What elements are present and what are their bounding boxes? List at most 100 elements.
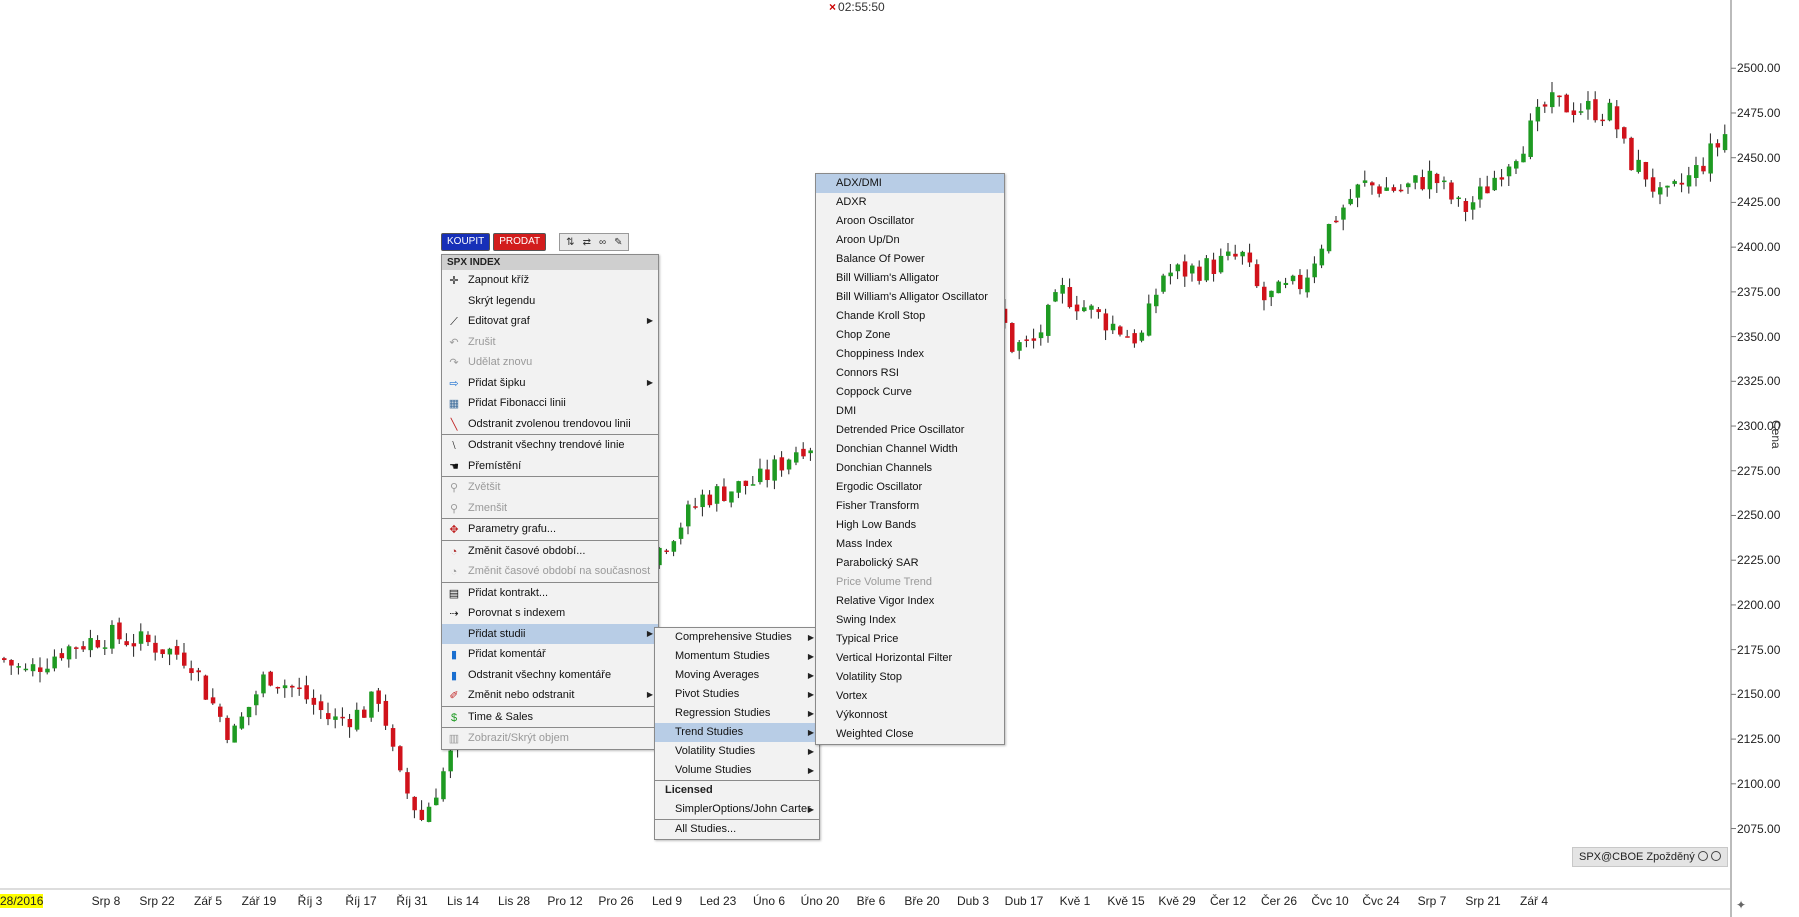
trend-item-vykonnost[interactable]: Výkonnost [816,706,1004,725]
ctx-item-zrusit[interactable]: ↶ Zrušit [442,332,658,353]
study-item-moving-averages[interactable]: Moving Averages ▶ [655,666,819,685]
trend-item-choppiness-index[interactable]: Choppiness Index [816,345,1004,364]
ctx-item-pridat-fibonacci-linii[interactable]: ▦ Přidat Fibonacci linii [442,393,658,414]
ctx-item-editovat-graf[interactable]: ⟋ Editovat graf ▶ [442,311,658,332]
ctx-item-zvetsit[interactable]: ⚲ Zvětšit [442,477,658,498]
trend-item-detrended-price-oscillator[interactable]: Detrended Price Oscillator [816,421,1004,440]
candle-body [1132,333,1137,344]
compare-icon: ⇢ [449,608,459,620]
link-icon[interactable]: ∞ [598,236,607,248]
ctx-item-odstranit-vsechny-trendove-linie[interactable]: ⧵ Odstranit všechny trendové linie [442,435,658,456]
trend-item-volatility-stop[interactable]: Volatility Stop [816,668,1004,687]
trend-item-bill-william-s-alligator[interactable]: Bill William's Alligator [816,269,1004,288]
menu-item-label: Weighted Close [836,728,914,740]
ctx-item-odstranit-zvolenou-trendovou-linii[interactable]: ╲ Odstranit zvolenou trendovou linii [442,414,658,435]
trend-item-aroon-oscillator[interactable]: Aroon Oscillator [816,212,1004,231]
ctx-item-pridat-kontrakt[interactable]: ▤ Přidat kontrakt... [442,583,658,604]
ctx-item-pridat-komentar[interactable]: ▮ Přidat komentář [442,644,658,665]
pen-icon[interactable]: ✎ [614,236,623,248]
trend-item-balance-of-power[interactable]: Balance Of Power [816,250,1004,269]
trend-item-vortex[interactable]: Vortex [816,687,1004,706]
trend-item-adxr[interactable]: ADXR [816,193,1004,212]
menu-item-label: Volatility Stop [836,671,903,683]
study-item-comprehensive-studies[interactable]: Comprehensive Studies ▶ [655,628,819,647]
trend-item-dmi[interactable]: DMI [816,402,1004,421]
ctx-item-zmensit[interactable]: ⚲ Zmenšit [442,498,658,519]
study-item-volume-studies[interactable]: Volume Studies ▶ [655,761,819,780]
candle-body [1110,323,1116,331]
ctx-item-pridat-sipku[interactable]: ⇨ Přidat šipku ▶ [442,373,658,394]
trend-item-price-volume-trend[interactable]: Price Volume Trend [816,573,1004,592]
candle-body [160,649,165,655]
candle-body [354,709,360,730]
ctx-item-parametry-grafu[interactable]: ✥ Parametry grafu... [442,519,658,540]
trend-item-typical-price[interactable]: Typical Price [816,630,1004,649]
trend-item-swing-index[interactable]: Swing Index [816,611,1004,630]
x-tick-label: Srp 22 [139,894,175,908]
axis-corner-icon[interactable]: ✦ [1736,898,1747,912]
ctx-item-pridat-studii[interactable]: Přidat studii ▶ [442,623,658,644]
candle-body [1506,166,1512,177]
ctx-item-zmenit-nebo-odstranit[interactable]: ✐ Změnit nebo odstranit ▶ [442,685,658,706]
settings-icon[interactable] [1710,851,1721,861]
study-item-momentum-studies[interactable]: Momentum Studies ▶ [655,647,819,666]
x-tick-label: Lis 28 [497,894,531,908]
trend-item-bill-william-s-alligator-oscillator[interactable]: Bill William's Alligator Oscillator [816,288,1004,307]
trend-item-high-low-bands[interactable]: High Low Bands [816,516,1004,535]
ctx-item-zmenit-casove-obdobi[interactable]: ◔ Změnit časové období... [442,541,658,562]
trend-studies-submenu: ADX/DMI ADXR Aroon Oscillator Aroon Up/Dn Ba… [815,173,1005,745]
study-item-volatility-studies[interactable]: Volatility Studies ▶ [655,742,819,761]
candle-body [1168,272,1173,277]
candle-body [1060,284,1065,294]
trend-item-vertical-horizontal-filter[interactable]: Vertical Horizontal Filter [816,649,1004,668]
study-item-pivot-studies[interactable]: Pivot Studies ▶ [655,685,819,704]
x-tick-label: Úno 20 [800,894,840,908]
trend-item-coppock-curve[interactable]: Coppock Curve [816,383,1004,402]
swap-icon[interactable]: ⇄ [582,236,591,248]
candle-body [1283,282,1289,285]
trend-item-aroon-up-dn[interactable]: Aroon Up/Dn [816,231,1004,250]
study-item-regression-studies[interactable]: Regression Studies ▶ [655,704,819,723]
source-badge[interactable]: SPX@CBOE Zpožděný [1572,847,1728,867]
trend-item-donchian-channels[interactable]: Donchian Channels [816,459,1004,478]
trend-item-chande-kroll-stop[interactable]: Chande Kroll Stop [816,307,1004,326]
candle-body [1629,137,1634,171]
candle-body [232,725,237,743]
menu-item-label: Relative Vigor Index [836,595,935,607]
ctx-item-udelat-znovu[interactable]: ↷ Udělat znovu [442,352,658,373]
ctx-item-zmenit-casove-obdobi-na-soucasnost[interactable]: ◔ Změnit časové období na současnost [442,561,658,582]
study-item-simpleroptions-john-carter[interactable]: SimplerOptions/John Carter ▶ [655,800,819,819]
trend-item-parabolicky-sar[interactable]: Parabolický SAR [816,554,1004,573]
candle-body [1355,184,1361,198]
trend-item-fisher-transform[interactable]: Fisher Transform [816,497,1004,516]
submenu-arrow-icon: ▶ [646,377,653,387]
study-item-all-studies[interactable]: All Studies... [655,820,819,839]
trend-item-chop-zone[interactable]: Chop Zone [816,326,1004,345]
trend-item-mass-index[interactable]: Mass Index [816,535,1004,554]
info-icon[interactable] [1697,851,1708,861]
trend-item-adx-dmi[interactable]: ADX/DMI [816,174,1004,193]
remove-comments-icon: ▮ [450,669,458,682]
trend-item-donchian-channel-width[interactable]: Donchian Channel Width [816,440,1004,459]
ctx-item-porovnat-s-indexem[interactable]: ⇢ Porovnat s indexem [442,603,658,624]
ctx-item-time-sales[interactable]: $ Time & Sales [442,707,658,728]
x-tick-label: Čer 26 [1260,894,1298,908]
ctx-item-premisteni[interactable]: ☚ Přemístění [442,456,658,477]
ctx-item-zobrazit-skryt-objem[interactable]: ▥ Zobrazit/Skrýt objem [442,728,658,749]
trade-arrows-icon[interactable]: ⇅ [566,236,575,248]
menu-item-label: Donchian Channels [836,462,933,474]
ctx-item-skryt-legendu[interactable]: Skrýt legendu [442,291,658,312]
submenu-arrow-icon: ▶ [807,747,814,756]
trend-item-relative-vigor-index[interactable]: Relative Vigor Index [816,592,1004,611]
sell-button[interactable]: PRODAT [493,233,547,251]
trend-item-ergodic-oscillator[interactable]: Ergodic Oscillator [816,478,1004,497]
candle-body [174,646,180,655]
candle-body [1564,94,1569,113]
trend-item-weighted-close[interactable]: Weighted Close [816,725,1004,744]
buy-button[interactable]: KOUPIT [441,233,491,251]
trend-item-connors-rsi[interactable]: Connors RSI [816,364,1004,383]
ctx-item-odstranit-vsechny-komentare[interactable]: ▮ Odstranit všechny komentáře [442,665,658,686]
study-item-trend-studies[interactable]: Trend Studies ▶ [655,723,819,742]
ctx-item-zapnout-kriz[interactable]: ✛ Zapnout kříž [442,270,658,291]
menu-item-label: Parametry grafu... [468,523,557,535]
